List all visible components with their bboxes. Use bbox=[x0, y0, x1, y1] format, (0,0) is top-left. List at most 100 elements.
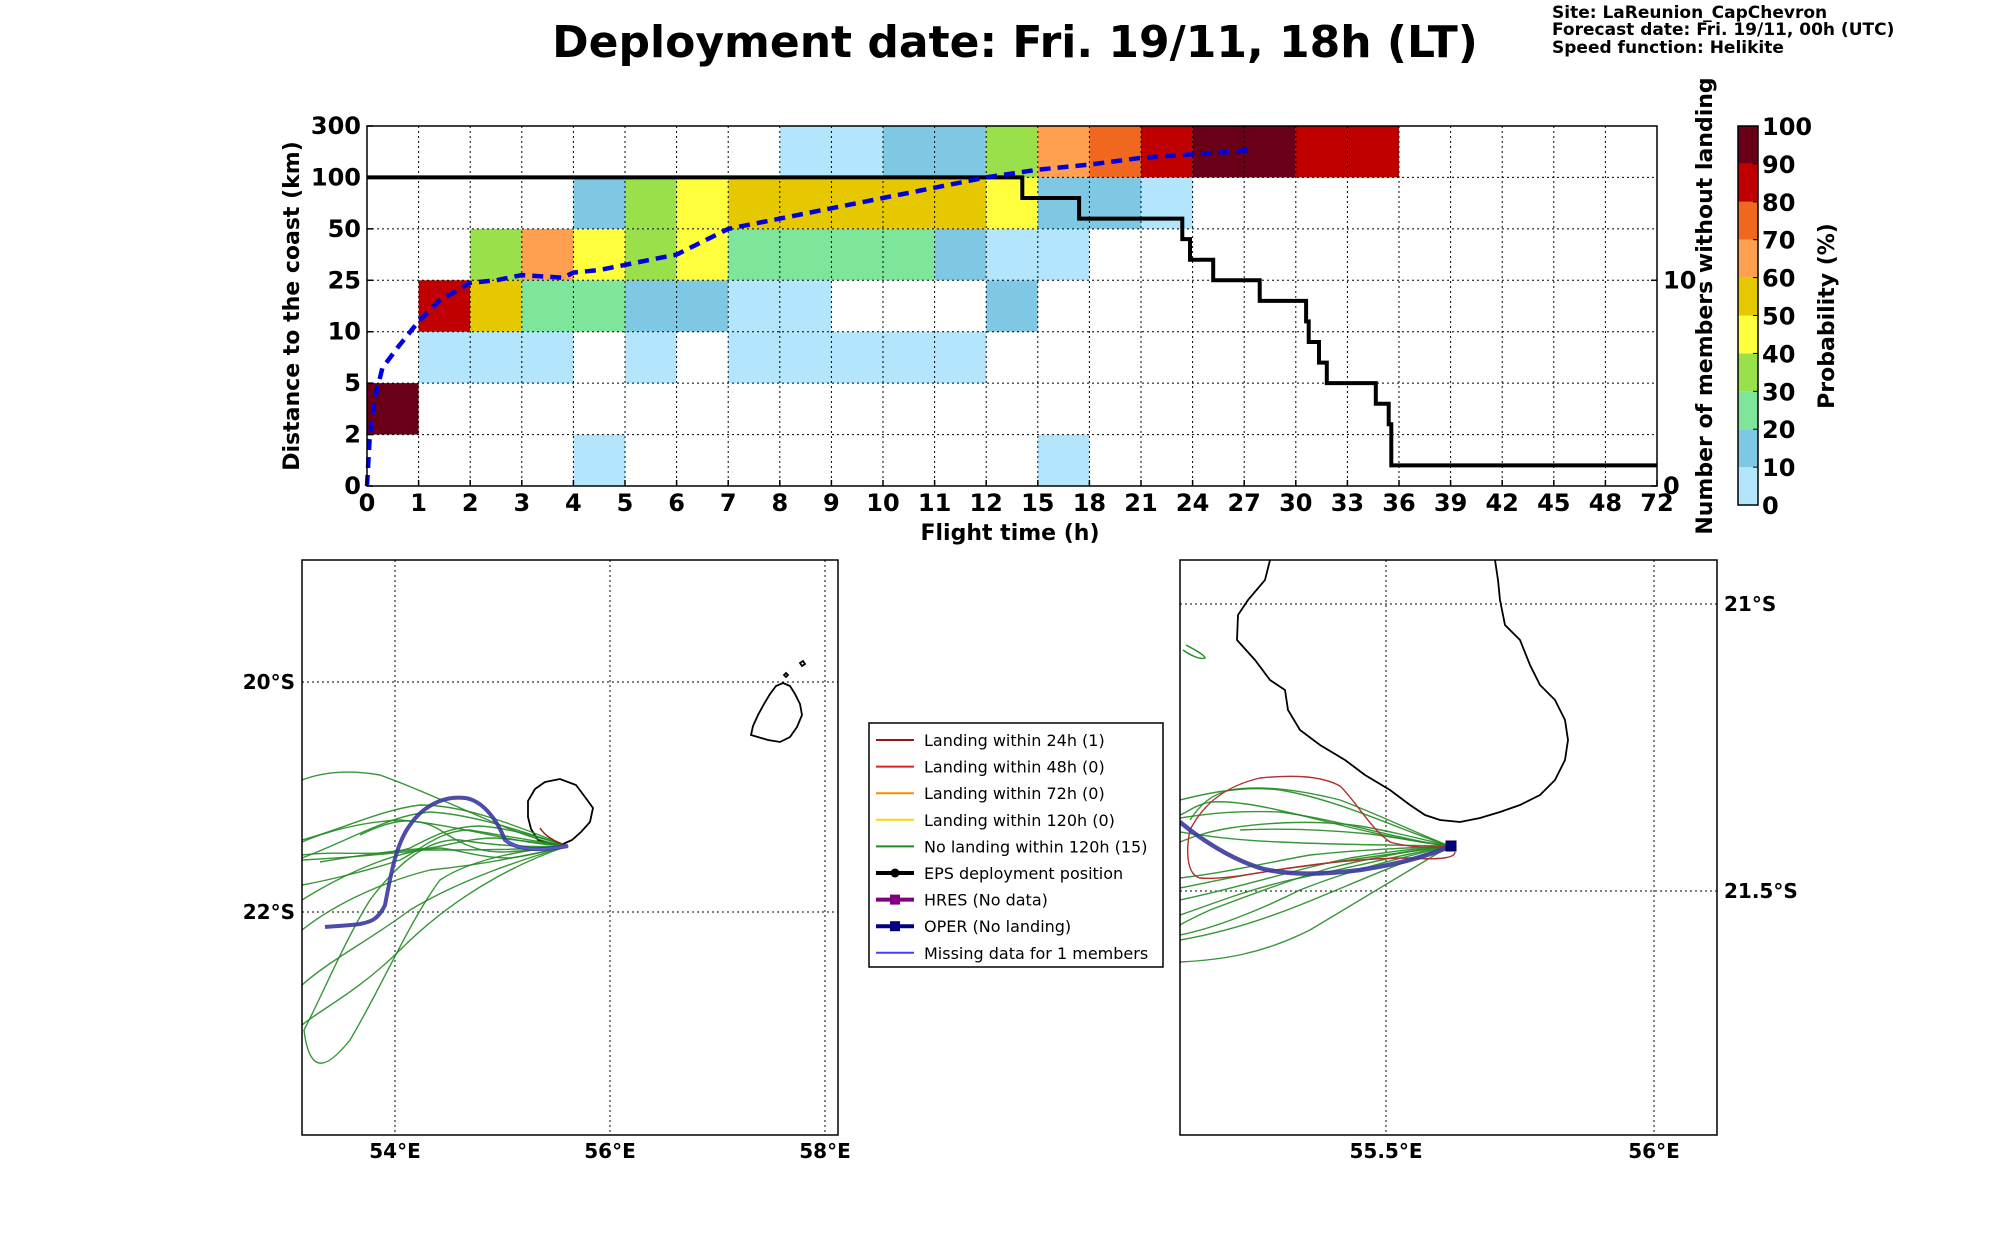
x-tick-label-18: 30 bbox=[1279, 489, 1312, 517]
map-left-x-tick-58e: 58°E bbox=[799, 1139, 851, 1163]
x-tick-label-5: 5 bbox=[617, 489, 634, 517]
trajectory-member-14 bbox=[319, 837, 569, 863]
legend-label-8: Missing data for 1 members bbox=[924, 944, 1148, 963]
heatmap-cell-17 bbox=[934, 228, 987, 281]
x-tick-label-16: 24 bbox=[1176, 489, 1209, 517]
legend-item-3: Landing within 120h (0) bbox=[876, 811, 1115, 830]
heatmap-cell-31 bbox=[1141, 126, 1193, 178]
member-trajectories bbox=[302, 771, 569, 1064]
legend-label-7: OPER (No landing) bbox=[924, 917, 1071, 936]
colorbar-tick-label-0: 0 bbox=[1762, 492, 1779, 520]
y-tick-label-1: 2 bbox=[344, 421, 361, 449]
heatmap-cell-25 bbox=[1141, 177, 1193, 229]
trajectory-legend: Landing within 24h (1) Landing within 48h… bbox=[868, 722, 1164, 968]
colorbar-ticks: 0 10 20 30 40 50 60 70 80 90 100 bbox=[1753, 113, 1812, 520]
legend-item-0: Landing within 24h (1) bbox=[876, 731, 1105, 750]
heatmap-frame bbox=[366, 125, 1658, 487]
y-tick-label-5: 50 bbox=[328, 215, 361, 243]
members-without-landing-line bbox=[367, 175, 1657, 468]
legend-label-1: Landing within 48h (0) bbox=[924, 758, 1105, 777]
x-tick-label-19: 33 bbox=[1331, 489, 1364, 517]
x-tick-label-1: 1 bbox=[410, 489, 427, 517]
mauritius-islet bbox=[798, 659, 807, 668]
heatmap-cell-23 bbox=[986, 177, 1038, 229]
figure-title: Deployment date: Fri. 19/11, 18h (LT) bbox=[552, 17, 1478, 68]
x-axis-label: Flight time (h) bbox=[920, 521, 1099, 546]
heatmap-cell-15 bbox=[676, 228, 729, 281]
colorbar-tick-label-7: 70 bbox=[1762, 227, 1795, 255]
x-tick-label-15: 21 bbox=[1124, 489, 1157, 517]
oper-trajectory-right bbox=[1180, 820, 1452, 876]
colorbar-cell-6 bbox=[1738, 239, 1758, 278]
trajectory-member-1 bbox=[302, 771, 569, 847]
legend-item-5: EPS deployment position bbox=[876, 864, 1123, 883]
trajectory-member-8 bbox=[302, 845, 569, 1026]
legend-item-4: No landing within 120h (15) bbox=[876, 837, 1147, 856]
heatmap-cell-11 bbox=[470, 228, 522, 281]
colorbar-tick-label-5: 50 bbox=[1762, 303, 1795, 331]
legend-label-2: Landing within 72h (0) bbox=[924, 784, 1105, 803]
trajectory-member-7 bbox=[302, 845, 569, 986]
legend-item-6: HRES (No data) bbox=[876, 891, 1048, 910]
x-tick-label-8: 8 bbox=[771, 489, 788, 517]
heatmap-grid bbox=[367, 126, 1657, 486]
forecast-info: Forecast date: Fri. 19/11, 00h (UTC) bbox=[1552, 20, 1894, 40]
mauritius-coastline bbox=[749, 682, 803, 743]
zoom-trajectory-member-15 bbox=[1239, 828, 1451, 847]
y-tick-label-0: 0 bbox=[344, 472, 361, 500]
zoom-trajectory-member-11 bbox=[1189, 787, 1451, 847]
regional-trajectory-map: 54°E 56°E 58°E 20°S 22°S bbox=[243, 559, 851, 1163]
zoom-trajectory-member-13 bbox=[1180, 845, 1451, 901]
colorbar-tick-label-4: 40 bbox=[1762, 340, 1795, 368]
heatmap-cell-12 bbox=[521, 228, 574, 281]
y2-tick-label-0: 0 bbox=[1663, 472, 1680, 500]
heatmap-cell-2 bbox=[573, 434, 625, 486]
legend-label-3: Landing within 120h (0) bbox=[924, 811, 1115, 830]
x-tick-label-7: 7 bbox=[720, 489, 737, 517]
heatmap-cells bbox=[367, 126, 1399, 486]
colorbar-cell-3 bbox=[1738, 353, 1758, 392]
heatmap-cell-3 bbox=[625, 331, 677, 384]
heatmap-cell-34 bbox=[1037, 434, 1090, 486]
y2-axis-label: Number of members without landing bbox=[1693, 77, 1718, 534]
map-left-y-tick-22s: 22°S bbox=[243, 900, 295, 924]
reunion-coastline-zoomed bbox=[1236, 560, 1569, 823]
x-tick-label-24: 48 bbox=[1589, 489, 1622, 517]
legend-item-8: Missing data for 1 members bbox=[876, 944, 1148, 963]
colorbar-cell-4 bbox=[1738, 315, 1758, 354]
x-tick-label-12: 12 bbox=[969, 489, 1002, 517]
legend-label-5: EPS deployment position bbox=[924, 864, 1123, 883]
zoom-trajectory-member-1 bbox=[1180, 787, 1451, 847]
site-info: Site: LaReunion_CapChevron bbox=[1552, 3, 1827, 23]
heatmap-cell-5 bbox=[418, 280, 471, 332]
legend-item-2: Landing within 72h (0) bbox=[876, 784, 1105, 803]
colorbar-cell-9 bbox=[1738, 126, 1758, 164]
x-tick-label-25: 72 bbox=[1640, 489, 1673, 517]
heatmap-cell-10 bbox=[986, 280, 1038, 332]
zoom-trajectory-member-7 bbox=[1180, 845, 1451, 963]
zoom-trajectory-member-8 bbox=[1180, 845, 1451, 936]
heatmap-cell-21 bbox=[676, 177, 729, 229]
zoomed-trajectory-map: 55.5°E 56°E 21°S 21.5°S bbox=[1179, 559, 1798, 1163]
heatmap-cell-13 bbox=[573, 228, 625, 281]
colorbar-tick-label-9: 90 bbox=[1762, 151, 1795, 179]
x-tick-label-10: 10 bbox=[866, 489, 899, 517]
probability-heatmap: 0 1 2 3 4 5 6 7 8 9 10 11 12 15 18 21 24 27 30 33 36 39 42 45 48… bbox=[280, 77, 1718, 546]
x-tick-label-20: 36 bbox=[1382, 489, 1415, 517]
reunion-islet-right bbox=[1182, 644, 1206, 660]
colorbar-label: Probability (%) bbox=[1815, 223, 1840, 409]
colorbar-cell-5 bbox=[1738, 277, 1758, 316]
colorbar-cells bbox=[1738, 126, 1758, 505]
speed-info: Speed function: Helikite bbox=[1552, 38, 1784, 58]
heatmap-cell-20 bbox=[625, 177, 677, 229]
trajectory-member-4 bbox=[302, 811, 569, 859]
legend-label-6: HRES (No data) bbox=[924, 891, 1048, 910]
heatmap-cell-4 bbox=[728, 331, 987, 384]
legend-item-1: Landing within 48h (0) bbox=[876, 758, 1105, 777]
legend-marker-5 bbox=[890, 868, 900, 878]
colorbar-cell-7 bbox=[1738, 201, 1758, 240]
heatmap-cell-6 bbox=[470, 280, 522, 332]
map-right-frame bbox=[1179, 559, 1718, 1136]
